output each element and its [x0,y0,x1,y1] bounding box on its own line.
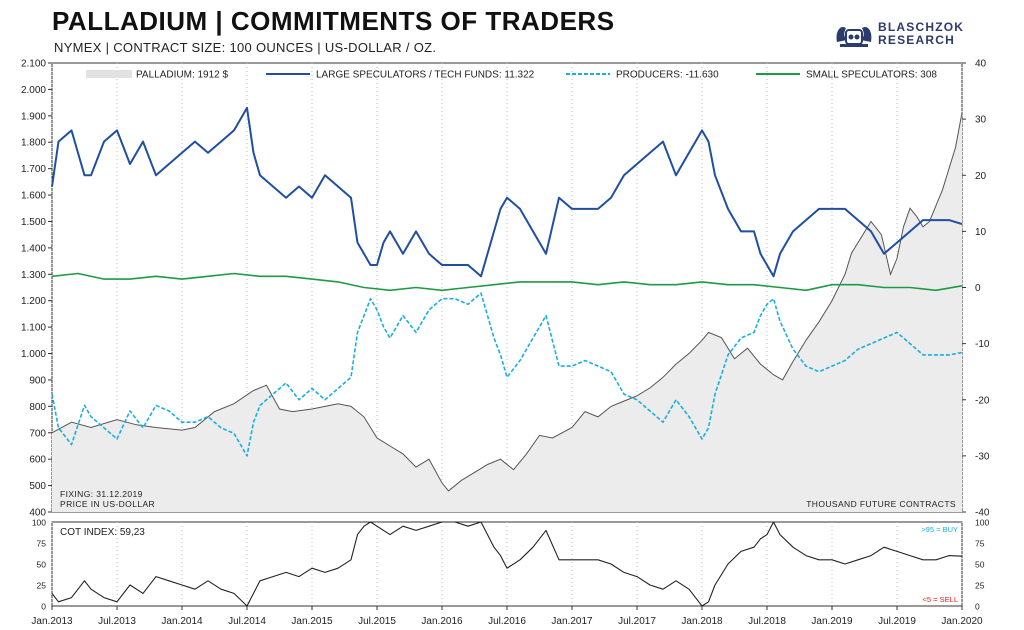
buy-threshold-label: >95 = BUY [921,525,958,534]
logo-text: BLASCHZOK RESEARCH [878,21,964,47]
index-right-tick-label: 0 [975,602,980,612]
x-axis: Jan.2013 Jul.2013 Jan.2014 Jul.2014 Jan.2015… [31,606,983,627]
index-left-tick-label: 100 [32,518,46,528]
price-unit-note: PRICE IN US-DOLLAR [60,499,155,509]
logo-line-1: BLASCHZOK [878,20,965,34]
chart-title: PALLADIUM | COMMITMENTS OF TRADERS [52,6,615,36]
right-axis-tick-label: -40 [975,508,990,519]
x-axis-tick-label: Jul.2017 [618,616,656,627]
x-axis-tick-label: Jul.2013 [98,616,136,627]
sell-threshold-label: <5 = SELL [923,595,958,604]
left-axis-tick-label: 2.100 [21,59,46,70]
left-axis-tick-label: 700 [29,428,46,439]
left-axis-tick-label: 1.900 [21,111,46,122]
index-line [51,521,963,607]
right-axis-tick-label: -20 [975,395,990,406]
chart-subtitle: NYMEX | CONTRACT SIZE: 100 OUNCES | US-D… [54,40,437,55]
palladium-price-line [51,112,963,492]
right-axis-tick-label: -30 [975,451,990,462]
legend: PALLADIUM: 1912 $ LARGE SPECULATORS / TEC… [86,70,937,81]
palladium-price-fill [52,112,962,512]
blaschzok-logo: BLASCHZOK RESEARCH [834,20,984,50]
cot-index-line [51,521,963,607]
left-axis-tick-label: 500 [29,481,46,492]
index-grid [51,521,963,607]
left-axis-tick-label: 1.800 [21,138,46,149]
left-axis-tick-label: 1.000 [21,349,46,360]
index-left-tick-label: 0 [41,602,46,612]
legend-large-speculators-label: LARGE SPECULATORS / TECH FUNDS: 11.322 [316,70,535,81]
right-axis-tick-label: 30 [975,115,987,126]
fixing-note: FIXING: 31.12.2019 [60,489,143,499]
left-axis-tick-label: 600 [29,455,46,466]
index-right-tick-label: 100 [975,518,989,528]
x-axis-tick-label: Jul.2018 [748,616,786,627]
left-axis-tick-label: 400 [29,508,46,519]
left-axis-tick-label: 800 [29,402,46,413]
producers-line [51,292,963,457]
index-right-tick-label: 25 [975,581,985,591]
x-axis-tick-label: Jan.2014 [161,616,203,627]
left-axis-tick-label: 1.400 [21,243,46,254]
legend-small-speculators-label: SMALL SPECULATORS: 308 [806,70,937,81]
x-axis-tick-label: Jan.2013 [31,616,73,627]
x-axis-tick-label: Jul.2016 [488,616,526,627]
contracts-unit-note: THOUSAND FUTURE CONTRACTS [806,499,956,509]
legend-producers-label: PRODUCERS: -11.630 [616,70,719,81]
index-plot-frame [51,521,963,607]
x-axis-tick-label: Jul.2015 [358,616,396,627]
large-speculators-line [51,106,963,278]
logo-mark-icon [836,26,872,47]
x-axis-tick-label: Jan.2016 [421,616,463,627]
x-axis-tick-label: Jan.2020 [941,616,983,627]
x-axis-tick-label: Jan.2019 [811,616,853,627]
index-left-tick-label: 25 [37,581,47,591]
left-axis-tick-label: 1.700 [21,164,46,175]
left-axis-tick-label: 1.200 [21,296,46,307]
small-speculators-line [51,272,963,292]
x-axis-tick-label: Jan.2015 [291,616,333,627]
x-axis-tick-label: Jan.2018 [681,616,723,627]
index-left-tick-label: 75 [37,539,47,549]
logo-line-2: RESEARCH [878,33,955,47]
left-axis-tick-label: 1.600 [21,191,46,202]
right-axis-tick-label: 10 [975,227,987,238]
index-axes: 0 0 25 25 50 50 75 75 100 100 COT INDEX: 59,23 >95 … [32,518,990,612]
legend-palladium-label: PALLADIUM: 1912 $ [136,70,229,81]
position-lines [51,106,963,457]
index-right-tick-label: 50 [975,560,985,570]
index-right-tick-label: 75 [975,539,985,549]
left-axis-tick-label: 900 [29,375,46,386]
x-axis-tick-label: Jul.2019 [878,616,916,627]
right-axis-tick-label: 20 [975,171,987,182]
x-axis-tick-label: Jan.2017 [551,616,593,627]
cot-index-title: COT INDEX: 59,23 [60,527,145,538]
left-axis-tick-label: 1.100 [21,323,46,334]
right-axis-tick-label: 40 [975,59,987,70]
left-axis-tick-label: 1.500 [21,217,46,228]
main-axes: 4005006007008009001.0001.1001.2001.3001.… [21,59,990,519]
x-axis-tick-label: Jul.2014 [228,616,266,627]
legend-palladium-swatch [86,70,132,78]
right-axis-tick-label: 0 [975,283,981,294]
left-axis-tick-label: 2.000 [21,85,46,96]
right-axis-tick-label: -10 [975,339,990,350]
index-left-tick-label: 50 [37,560,47,570]
price-area [51,112,963,512]
left-axis-tick-label: 1.300 [21,270,46,281]
